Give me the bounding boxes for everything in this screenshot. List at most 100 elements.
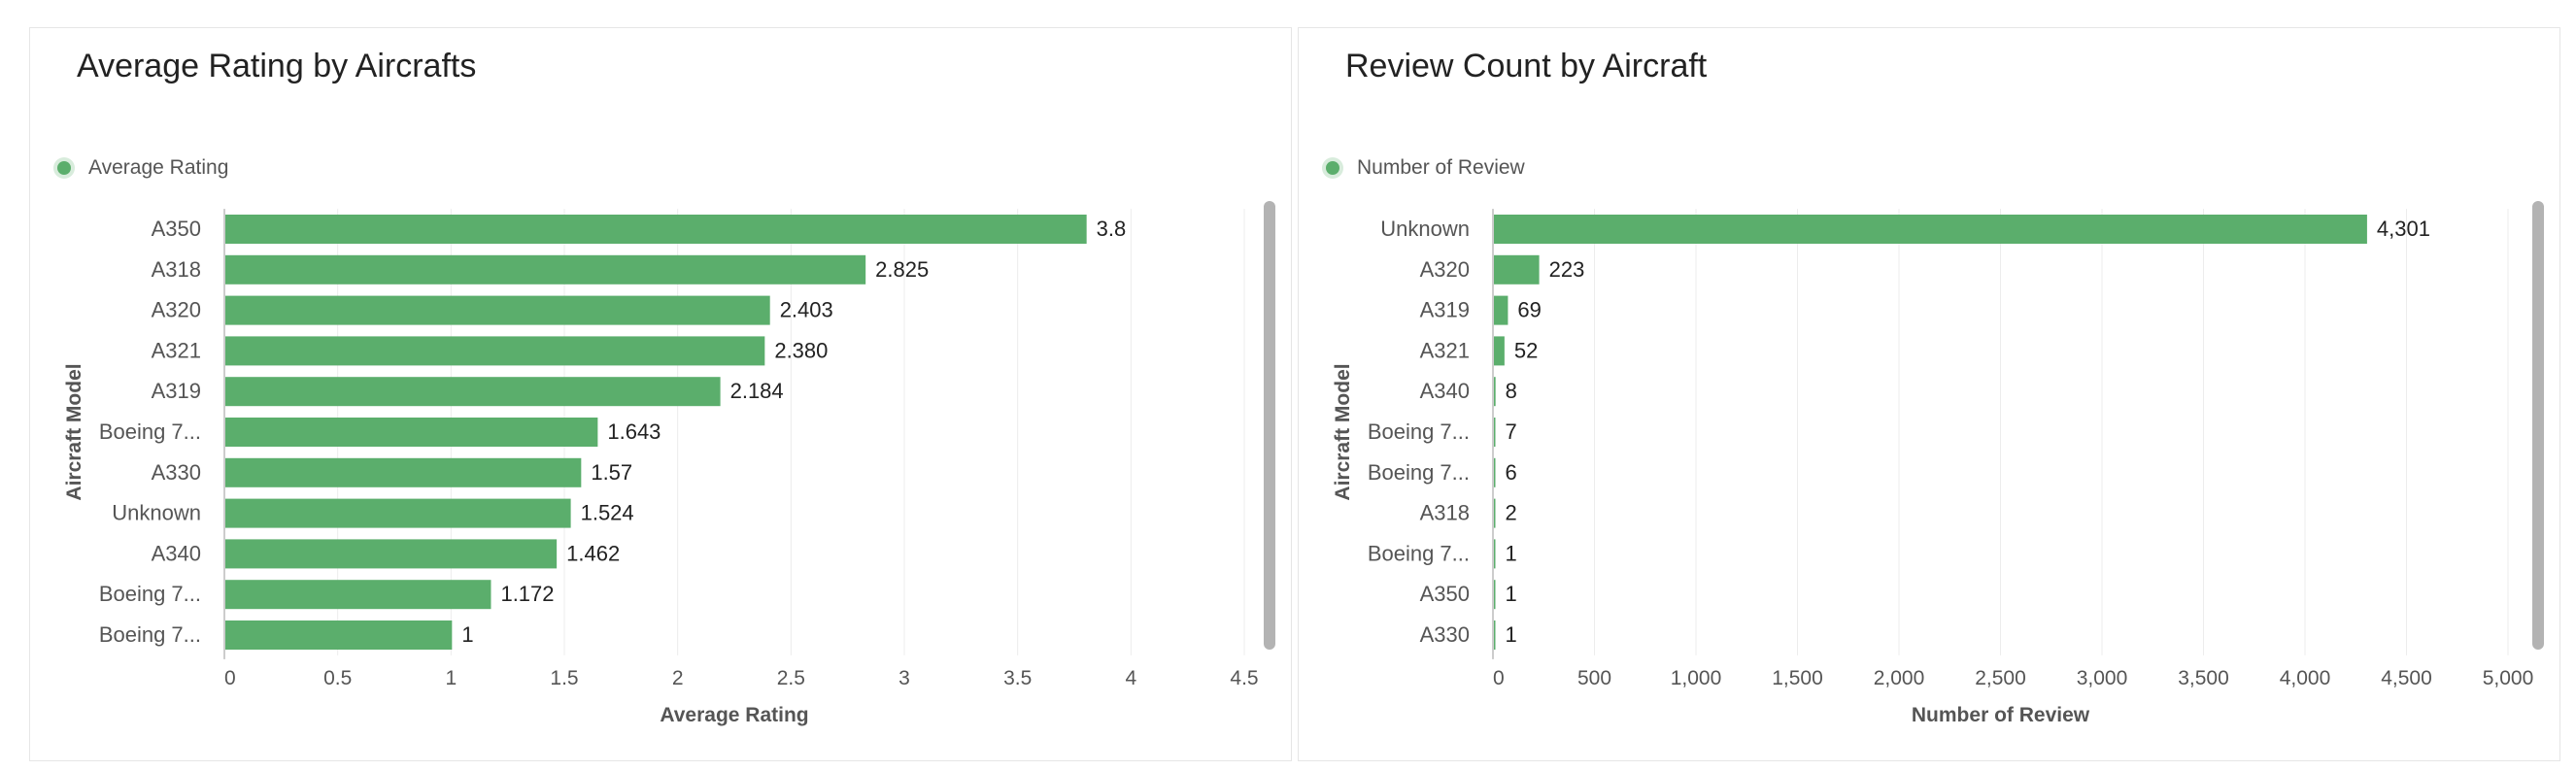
x-tick-label: 1 [445, 667, 457, 689]
y-tick-label: A330 [152, 460, 201, 485]
y-tick-label: A318 [1420, 501, 1470, 525]
x-tick-label: 1,000 [1671, 667, 1722, 689]
x-tick-label: 0 [224, 667, 236, 689]
x-axis-label: Number of Review [1912, 704, 2090, 726]
data-label: 2 [1506, 501, 1517, 525]
chart-title: Review Count by Aircraft [1345, 48, 1708, 84]
x-tick-label: 2.5 [777, 667, 805, 689]
data-label: 1.524 [581, 501, 634, 525]
x-tick-label: 3,000 [2077, 667, 2128, 689]
bar[interactable] [1494, 215, 2367, 244]
data-label: 3.8 [1097, 217, 1127, 241]
data-label: 2.825 [875, 257, 929, 282]
data-label: 1.462 [566, 541, 620, 565]
legend-dot-icon [1326, 161, 1339, 175]
y-tick-label: Boeing 7... [99, 622, 201, 647]
bar[interactable] [1494, 539, 1496, 569]
data-label: 1.57 [591, 460, 632, 485]
y-tick-label: Boeing 7... [1368, 419, 1470, 444]
x-tick-label: 5,000 [2483, 667, 2534, 689]
data-label: 223 [1549, 257, 1585, 282]
x-tick-label: 4 [1125, 667, 1136, 689]
data-label: 1.643 [607, 419, 661, 444]
y-tick-label: Boeing 7... [99, 419, 201, 444]
data-label: 7 [1506, 419, 1517, 444]
data-label: 2.380 [774, 338, 828, 362]
data-label: 2.184 [730, 379, 784, 403]
y-tick-label: A340 [152, 541, 201, 565]
x-tick-label: 2,000 [1874, 667, 1925, 689]
y-axis-label: Aircraft Model [1332, 363, 1354, 500]
y-tick-label: A350 [1420, 582, 1470, 606]
data-label: 6 [1506, 460, 1517, 485]
x-tick-label: 500 [1577, 667, 1611, 689]
legend-dot-icon [57, 161, 71, 175]
y-axis-label: Aircraft Model [63, 363, 85, 500]
x-axis-label: Average Rating [660, 704, 808, 726]
y-tick-label: Boeing 7... [99, 582, 201, 606]
y-tick-label: Boeing 7... [1368, 460, 1470, 485]
bar[interactable] [225, 539, 558, 569]
x-tick-label: 0.5 [323, 667, 352, 689]
y-tick-label: Unknown [112, 501, 201, 525]
bar[interactable] [1494, 254, 1540, 285]
data-label: 1 [461, 622, 473, 647]
bar[interactable] [1494, 580, 1496, 610]
bar[interactable] [225, 295, 770, 325]
data-label: 52 [1514, 338, 1538, 362]
y-tick-label: A340 [1420, 379, 1470, 403]
x-tick-label: 4,000 [2280, 667, 2331, 689]
chart-title: Average Rating by Aircrafts [77, 48, 477, 84]
y-tick-label: A321 [1420, 338, 1470, 362]
chart-panel-average-rating: Average Rating by Aircrafts Average Rati… [29, 27, 1292, 761]
data-label: 1 [1506, 541, 1517, 565]
bar[interactable] [1494, 336, 1505, 366]
x-tick-label: 3.5 [1003, 667, 1032, 689]
x-tick-label: 3 [898, 667, 910, 689]
bar[interactable] [225, 336, 765, 366]
bar[interactable] [225, 457, 582, 487]
y-tick-label: A318 [152, 257, 201, 282]
data-label: 1.172 [500, 582, 554, 606]
legend[interactable]: Number of Review [1326, 156, 1525, 180]
x-tick-label: 0 [1493, 667, 1505, 689]
bar[interactable] [1494, 498, 1496, 528]
legend[interactable]: Average Rating [57, 156, 228, 180]
chart-panel-review-count: Review Count by Aircraft Number of Revie… [1298, 27, 2560, 761]
bar[interactable] [225, 254, 866, 285]
data-label: 8 [1506, 379, 1517, 403]
y-tick-label: A330 [1420, 622, 1470, 647]
y-tick-label: Boeing 7... [1368, 541, 1470, 565]
x-tick-label: 2,500 [1975, 667, 2026, 689]
legend-label: Number of Review [1357, 156, 1525, 179]
y-tick-label: A319 [152, 379, 201, 403]
data-label: 69 [1517, 298, 1541, 322]
y-tick-label: A320 [152, 298, 201, 322]
y-tick-label: A320 [1420, 257, 1470, 282]
bar[interactable] [225, 620, 453, 650]
y-tick-label: A350 [152, 217, 201, 241]
x-tick-label: 4,500 [2381, 667, 2432, 689]
bar[interactable] [225, 580, 491, 610]
bar[interactable] [1494, 620, 1496, 650]
bar-chart-review-count: 0 500 1,000 1,500 2,000 2,500 3,000 3,500 4,000 4… [1332, 209, 2534, 726]
x-tick-label: 1,500 [1772, 667, 1823, 689]
x-tick-label: 1.5 [550, 667, 578, 689]
y-tick-label: A319 [1420, 298, 1470, 322]
bar[interactable] [1494, 295, 1508, 325]
data-label: 1 [1506, 582, 1517, 606]
bar[interactable] [1494, 377, 1496, 407]
x-tick-label: 3,500 [2178, 667, 2229, 689]
bar[interactable] [225, 498, 571, 528]
bar[interactable] [1494, 418, 1496, 447]
y-tick-label: A321 [152, 338, 201, 362]
x-tick-label: 4.5 [1230, 667, 1258, 689]
chart-scrollbar[interactable] [1264, 201, 1275, 650]
data-label: 4,301 [2377, 217, 2430, 241]
bar[interactable] [225, 377, 721, 407]
bar[interactable] [225, 418, 598, 447]
bar[interactable] [225, 215, 1087, 244]
bar[interactable] [1494, 457, 1496, 487]
data-label: 2.403 [780, 298, 833, 322]
chart-scrollbar[interactable] [2532, 201, 2544, 650]
